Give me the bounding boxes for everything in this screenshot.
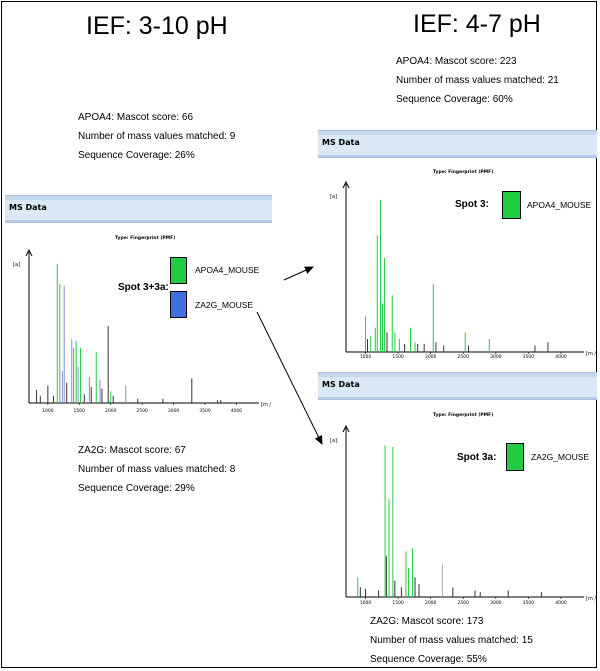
x-tick-label: 2000 [105,408,117,414]
plot-type: Type: Fingerprint (PMF) [433,170,494,175]
legend-label-za2g: ZA2G_MOUSE [195,300,254,310]
y-axis-label: [a] [330,438,337,444]
x-tick-label: 3000 [168,408,180,414]
x-tick-label: 2500 [136,408,148,414]
legend-swatch-apoa4-top [502,191,521,219]
x-tick-label: 1000 [360,354,372,360]
spot-label-right-top: Spot 3: [455,199,489,210]
mass-values-matched: Number of mass values matched: 15 [370,635,533,646]
x-tick-label: 4000 [555,600,567,606]
legend-swatch-za2g [170,291,187,318]
legend-swatch-za2g-bottom [506,443,524,471]
y-axis-arrow [25,248,33,257]
ms-panel-left: MS Data Type: Fingerprint (PMF) [a] [m / … [5,195,272,420]
info-left-bottom: ZA2G: Mascot score: 67 Number of mass va… [78,441,235,498]
mascot-score: APOA4: Mascot score: 66 [78,112,194,123]
x-tick-label: 3500 [199,408,211,414]
legend-label-apoa4-top: APOA4_MOUSE [527,200,592,210]
x-axis-label: [m / z] [261,402,272,408]
ms-data-header: MS Data [318,372,597,400]
legend-label-apoa4: APOA4_MOUSE [195,265,260,275]
y-axis-label: [a] [13,262,20,268]
x-tick-label: 2500 [458,354,470,360]
mass-values-matched: Number of mass values matched: 9 [78,131,236,142]
spectrum-chart-right-bottom: [a] [m / z] 1000 1500 2000 2500 3000 3500 4000 [330,424,597,606]
x-tick-label: 4000 [555,354,567,360]
x-axis-label: [m / z] [586,596,597,602]
x-tick-label: 3500 [523,600,535,606]
sequence-coverage: Sequence Coverage: 55% [370,654,487,665]
x-tick-label: 3000 [490,600,502,606]
mass-values-matched: Number of mass values matched: 21 [396,75,559,86]
sequence-coverage: Sequence Coverage: 29% [78,483,195,494]
x-tick-label: 2500 [458,600,470,606]
y-axis-arrow [342,424,350,433]
spot-label-right-bottom: Spot 3a: [457,452,497,463]
x-axis-label: [m / z] [586,351,597,357]
mascot-score: ZA2G: Mascot score: 173 [370,616,484,627]
mascot-score: APOA4: Mascot score: 223 [396,56,517,67]
spot-label-left: Spot 3+3a: [118,282,169,293]
title-right: IEF: 4-7 pH [413,10,541,38]
plot-type: Type: Fingerprint (PMF) [433,413,494,418]
mascot-score: ZA2G: Mascot score: 67 [78,445,186,456]
x-tick-label: 1500 [392,354,404,360]
info-right-top: APOA4: Mascot score: 223 Number of mass … [396,52,559,109]
x-tick-label: 3500 [523,354,535,360]
x-tick-label: 2000 [425,600,437,606]
info-left-top: APOA4: Mascot score: 66 Number of mass v… [78,108,235,165]
title-left: IEF: 3-10 pH [86,12,228,40]
y-axis-arrow [342,180,350,189]
x-tick-label: 1500 [392,600,404,606]
legend-swatch-apoa4 [170,257,187,284]
x-tick-label: 4000 [231,408,243,414]
x-tick-label: 1000 [42,408,54,414]
sequence-coverage: Sequence Coverage: 26% [78,150,195,161]
ms-panel-right-bottom: MS Data Type: Fingerprint (PMF) [a] [m / … [318,372,597,607]
y-axis-label: [a] [330,194,337,200]
spectrum-chart-right-top: [a] [m / z] 1000 1500 2000 2500 3000 3500 4000 [330,180,597,360]
legend-label-za2g-bottom: ZA2G_MOUSE [531,452,590,462]
x-tick-label: 1500 [74,408,86,414]
ms-data-header: MS Data [318,130,597,158]
ms-data-header: MS Data [5,195,272,223]
ms-panel-right-top: MS Data Type: Fingerprint (PMF) [a] [m / … [318,130,597,360]
info-right-bottom: ZA2G: Mascot score: 173 Number of mass v… [370,612,533,669]
sequence-coverage: Sequence Coverage: 60% [396,94,513,105]
mass-values-matched: Number of mass values matched: 8 [78,464,236,475]
plot-type: Type: Fingerprint (PMF) [115,236,176,241]
x-tick-label: 2000 [425,354,437,360]
spectrum-chart-left: [a] [m / z] 1000 1500 2000 2500 3000 3500 4000 [13,248,272,414]
x-tick-label: 1000 [360,600,372,606]
x-tick-label: 3000 [490,354,502,360]
